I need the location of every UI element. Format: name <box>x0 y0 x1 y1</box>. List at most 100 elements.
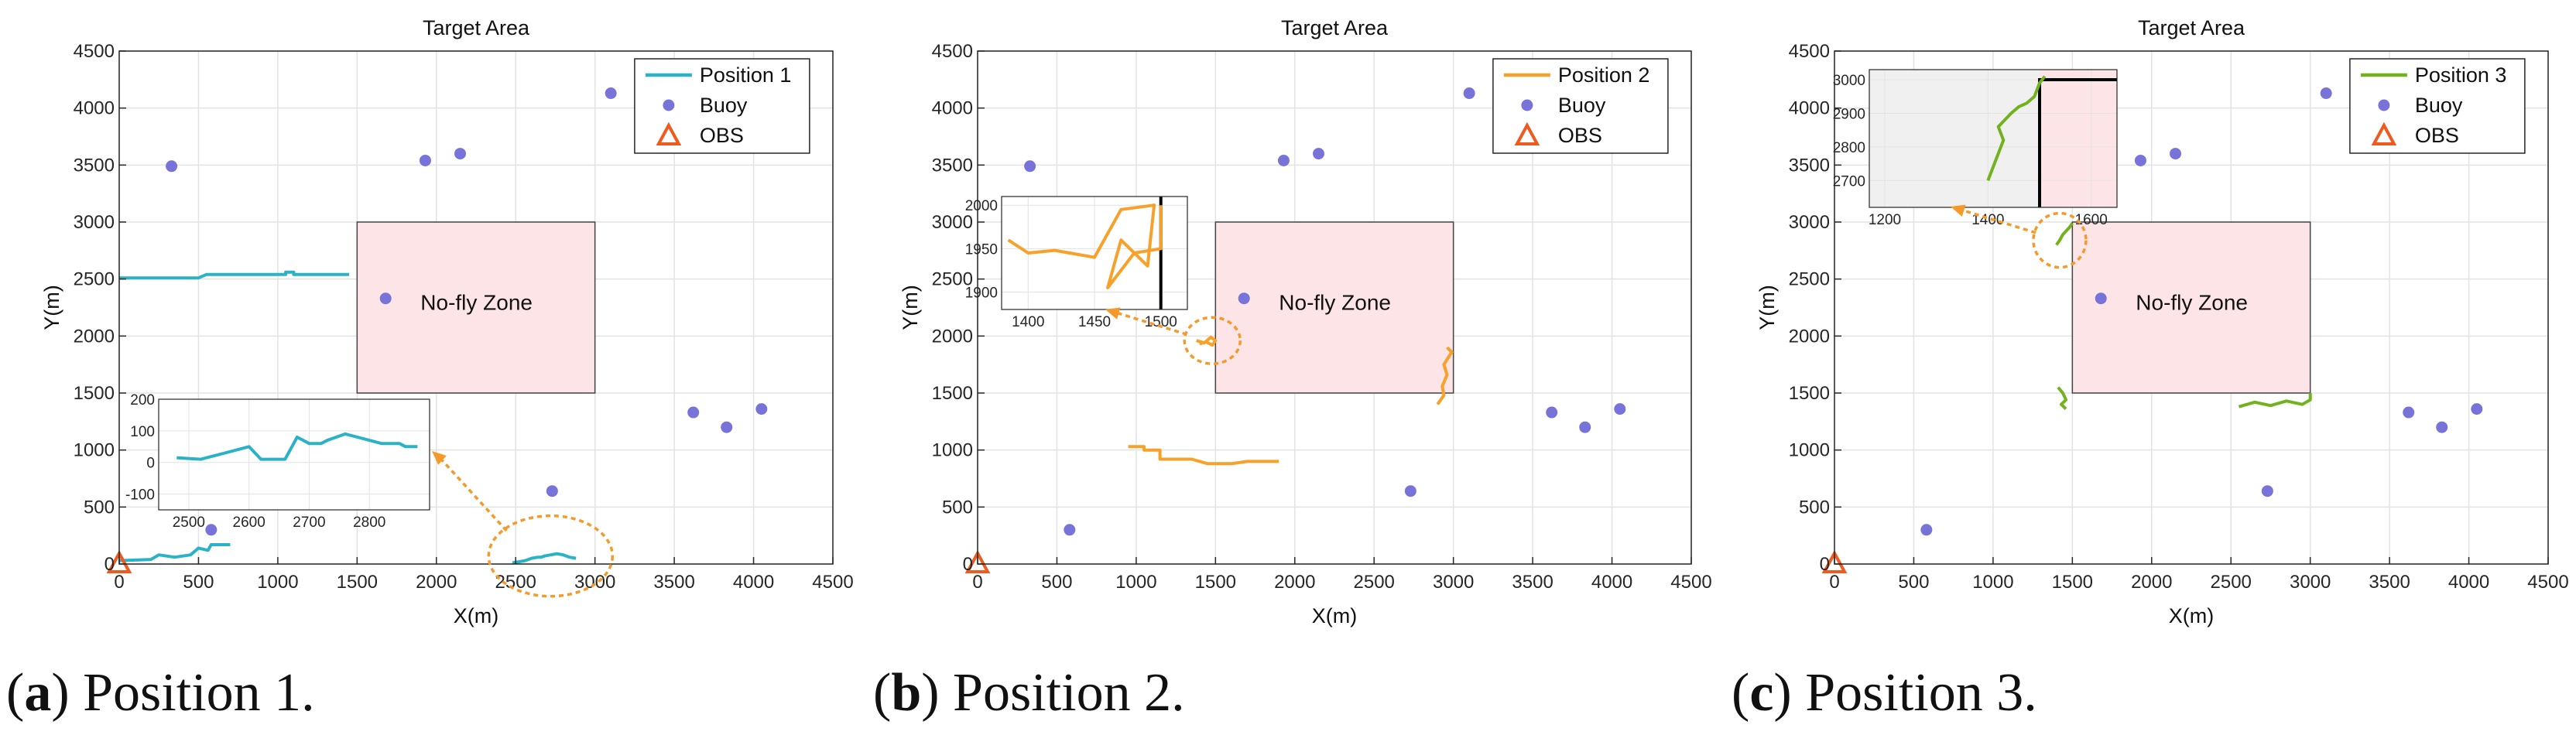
buoy-point <box>546 485 558 497</box>
buoy-point <box>454 148 467 160</box>
x-axis-label: X(m) <box>1312 604 1357 627</box>
zoom-arrow <box>440 458 508 532</box>
obs-marker <box>964 549 991 573</box>
y-tick-label: 3000 <box>1789 212 1830 233</box>
y-tick-label: 4000 <box>932 98 973 119</box>
y-tick-label: 1500 <box>1789 383 1830 404</box>
obs-marker <box>1821 549 1848 573</box>
x-axis-label: X(m) <box>454 604 498 627</box>
y-tick-label: 4500 <box>932 41 973 62</box>
trajectory-path <box>2057 386 2068 411</box>
x-tick-label: 1000 <box>1115 572 1156 593</box>
buoy-point <box>2436 421 2448 433</box>
chart-title: Target Area <box>1281 16 1389 39</box>
zoom-ellipse <box>487 514 615 598</box>
y-tick-label: 2500 <box>74 269 115 290</box>
caption: (a) Position 1. <box>6 663 315 723</box>
inset-x-tick-label: 2500 <box>173 514 205 531</box>
buoy-point <box>205 524 218 536</box>
buoy-point <box>2471 403 2483 415</box>
y-axis-label: Y(m) <box>1756 285 1779 330</box>
x-tick-label: 1000 <box>257 572 298 593</box>
inset-x-tick-label: 1500 <box>1145 314 1177 330</box>
x-tick-label: 3500 <box>1512 572 1553 593</box>
trajectory-path <box>2238 393 2312 409</box>
inset-y-tick-label: 200 <box>130 392 155 409</box>
y-tick-label: 2000 <box>932 326 973 347</box>
legend-obs-label: OBS <box>1558 124 1602 147</box>
x-tick-label: 2000 <box>416 572 457 593</box>
x-tick-label: 500 <box>183 572 214 593</box>
inset-y-tick-label: -100 <box>125 487 155 504</box>
y-tick-label: 1000 <box>74 440 115 461</box>
buoy-point <box>1238 292 1250 305</box>
y-tick-label: 1000 <box>1789 440 1830 461</box>
buoy-point <box>1920 524 1933 536</box>
y-tick-label: 4000 <box>1789 98 1830 119</box>
y-tick-label: 3000 <box>74 212 115 233</box>
no-fly-zone <box>1214 221 1454 394</box>
inset-x-tick-label: 2800 <box>353 514 385 531</box>
legend-series-label: Position 2 <box>1558 63 1650 87</box>
zoom-arrow-head <box>432 451 447 465</box>
x-tick-label: 3000 <box>1433 572 1474 593</box>
x-axis-label: X(m) <box>2169 604 2214 627</box>
y-tick-label: 3000 <box>932 212 973 233</box>
x-tick-label: 1500 <box>2052 572 2093 593</box>
x-tick-label: 3000 <box>574 572 615 593</box>
inset-trajectory <box>1986 75 2047 182</box>
buoy-point <box>379 292 392 305</box>
buoy-point <box>1614 403 1626 415</box>
inset-y-tick-label: 100 <box>130 424 155 440</box>
inset-zone-boundary <box>2038 78 2117 207</box>
x-tick-label: 4000 <box>733 572 774 593</box>
inset-box <box>1001 196 1188 310</box>
buoy-point <box>1579 421 1591 433</box>
y-tick-label: 3500 <box>1789 155 1830 176</box>
axes-box <box>118 50 834 565</box>
legend-buoy-label: Buoy <box>700 94 748 117</box>
y-axis-label: Y(m) <box>899 285 922 330</box>
buoy-point <box>2134 154 2146 166</box>
y-tick-label: 4000 <box>74 98 115 119</box>
y-tick-label: 2500 <box>1789 269 1830 290</box>
buoy-point <box>721 421 733 433</box>
buoy-point <box>1463 87 1475 100</box>
chart-title: Target Area <box>423 16 530 39</box>
inset-y-tick-label: 3000 <box>1833 73 1865 89</box>
no-fly-zone-label: No-fly Zone <box>2136 290 2248 314</box>
caption: (b) Position 2. <box>873 663 1185 723</box>
inset-x-tick-label: 2600 <box>233 514 265 531</box>
inset-y-tick-label: 2000 <box>965 198 998 214</box>
x-tick-label: 3000 <box>2290 572 2331 593</box>
inset-1: 2500 2600 2700 2800 -100 0 100 200 <box>125 392 430 531</box>
y-tick-label: 500 <box>1799 497 1830 518</box>
legend-buoy-label: Buoy <box>2415 94 2463 117</box>
buoy-point <box>1277 154 1290 166</box>
y-tick-label: 500 <box>84 497 115 518</box>
inset-x-tick-label: 1600 <box>2075 212 2108 228</box>
x-tick-label: 3500 <box>653 572 694 593</box>
inset-x-tick-label: 1400 <box>1012 314 1044 330</box>
y-tick-label: 0 <box>104 554 115 575</box>
legend-series-label: Position 1 <box>700 63 792 87</box>
y-tick-label: 4500 <box>74 41 115 62</box>
buoy-point <box>1024 160 1036 173</box>
y-tick-label: 0 <box>963 554 973 575</box>
legend-obs-marker <box>2371 121 2397 145</box>
legend: Position 2 Buoy OBS <box>1492 58 1669 154</box>
trajectory-path <box>1128 445 1279 466</box>
zoom-arrow-head <box>1951 204 1966 217</box>
y-tick-label: 2000 <box>1789 326 1830 347</box>
zoom-ellipse <box>1183 316 1242 365</box>
x-tick-label: 500 <box>1041 572 1072 593</box>
zoom-ellipse <box>2032 211 2088 269</box>
inset-x-tick-label: 1450 <box>1078 314 1111 330</box>
x-tick-label: 1500 <box>337 572 378 593</box>
x-tick-label: 3500 <box>2369 572 2410 593</box>
buoy-point <box>755 403 768 415</box>
inset-y-tick-label: 2700 <box>1833 173 1865 190</box>
buoy-point <box>2320 87 2332 100</box>
zoom-arrow <box>1961 209 2036 234</box>
x-tick-label: 2000 <box>2131 572 2172 593</box>
